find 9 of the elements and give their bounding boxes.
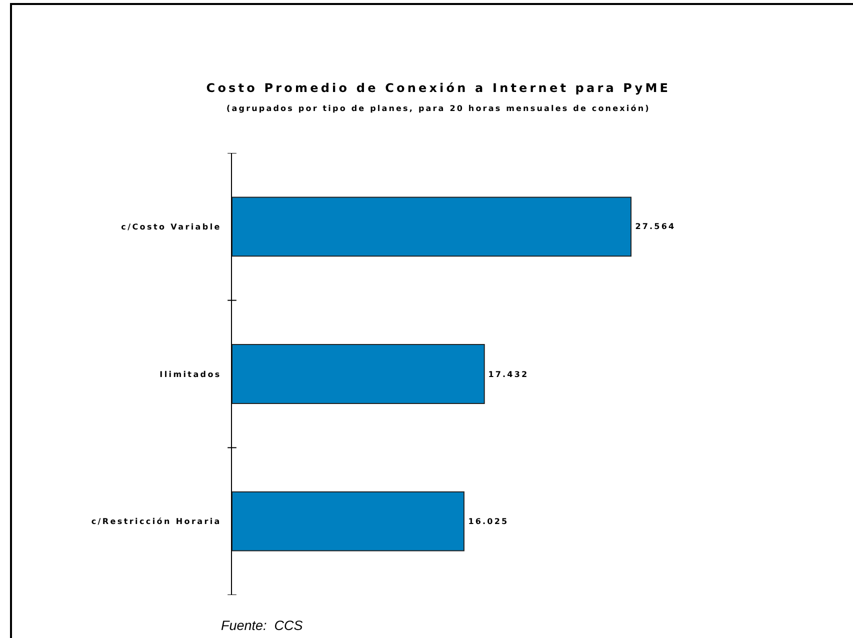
chart-subtitle: (agrupados por tipo de planes, para 20 horas mensuales de conexión) — [226, 104, 650, 113]
y-tick-label: c/Restricción Horaria — [91, 517, 222, 526]
data-label: 27.564 — [635, 222, 676, 231]
y-tick-label: c/Costo Variable — [121, 222, 222, 232]
y-tick-label: Ilimitados — [160, 370, 222, 379]
chart-title: Costo Promedio de Conexión a Internet para PyME — [206, 81, 671, 96]
data-label: 17.432 — [488, 370, 529, 379]
source-note: Fuente: CCS — [221, 618, 303, 633]
data-label: 16.025 — [468, 517, 509, 526]
